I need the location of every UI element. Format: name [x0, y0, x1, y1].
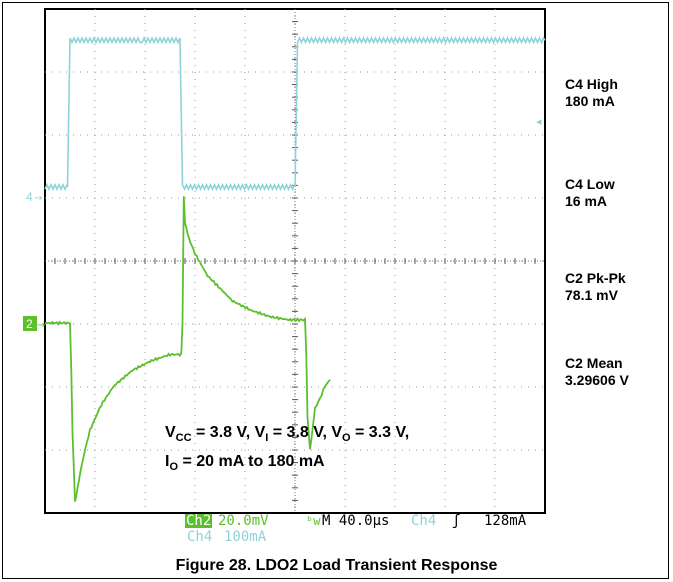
- measurement-c4-high-name: C4 High: [565, 76, 618, 92]
- measurement-c2-mean-name: C2 Mean: [565, 355, 623, 371]
- trigger-level: 128mA: [484, 513, 527, 529]
- graticule: [45, 9, 545, 513]
- trigger-slope-icon: ʃ: [452, 513, 461, 529]
- bandwidth-limit-icon: ᵇw: [306, 514, 321, 528]
- test-conditions-line2: IO = 20 mA to 180 mA: [165, 453, 325, 473]
- ch2-trace: [44, 196, 331, 502]
- timebase: M 40.0µs: [322, 513, 390, 529]
- vi-value: = 3.8 V,: [268, 424, 332, 441]
- ch2-marker-arrow-icon: →: [37, 320, 45, 331]
- io-subscript: O: [169, 461, 179, 474]
- ch4-marker-arrow-icon: →: [34, 193, 42, 204]
- ch4-marker: 4 →: [26, 190, 42, 204]
- vi-symbol: V: [254, 424, 266, 441]
- test-conditions-line1: VCC = 3.8 V, VI = 3.8 V, VO = 3.3 V,: [165, 424, 409, 444]
- vcc-subscript: CC: [175, 432, 192, 445]
- ch2-marker-box: [23, 316, 37, 331]
- measurement-c4-high: C4 High 180 mA: [565, 76, 618, 110]
- ch4-level-arrow-icon: ◂: [536, 115, 542, 128]
- vo-symbol: V: [331, 424, 342, 441]
- measurement-c4-low-name: C4 Low: [565, 176, 615, 192]
- vcc-value: = 3.8 V,: [191, 424, 255, 441]
- ch4-trace: [44, 36, 546, 192]
- trigger-channel: Ch4: [411, 513, 437, 529]
- ch4-status-label: Ch4: [187, 529, 213, 545]
- measurement-c4-low-value: 16 mA: [565, 193, 608, 209]
- measurement-c2-pkpk-value: 78.1 mV: [565, 287, 618, 303]
- vo-subscript: O: [342, 432, 351, 445]
- vcc-symbol: V: [165, 424, 176, 441]
- ch2-scale: 20.0mV: [218, 513, 269, 529]
- measurement-c4-low: C4 Low 16 mA: [565, 176, 615, 210]
- measurement-c2-mean-value: 3.29606 V: [565, 372, 629, 388]
- ch2-marker: 2 →: [23, 316, 45, 331]
- io-value: = 20 mA to 180 mA: [178, 453, 325, 470]
- ch4-marker-label: 4: [26, 190, 33, 204]
- measurement-c2-pkpk: C2 Pk-Pk 78.1 mV: [565, 270, 626, 304]
- vi-subscript: I: [265, 432, 269, 445]
- measurement-c2-mean: C2 Mean 3.29606 V: [565, 355, 629, 389]
- io-symbol: I: [165, 453, 170, 470]
- ch2-marker-label: 2: [26, 317, 33, 331]
- measurement-c2-pkpk-name: C2 Pk-Pk: [565, 270, 626, 286]
- measurement-c4-high-value: 180 mA: [565, 93, 615, 109]
- ch4-scale: 100mA: [224, 529, 267, 545]
- vo-value: = 3.3 V,: [350, 424, 410, 441]
- figure-caption: Figure 28. LDO2 Load Transient Response: [175, 557, 498, 574]
- ch2-status-label: Ch2: [185, 513, 213, 529]
